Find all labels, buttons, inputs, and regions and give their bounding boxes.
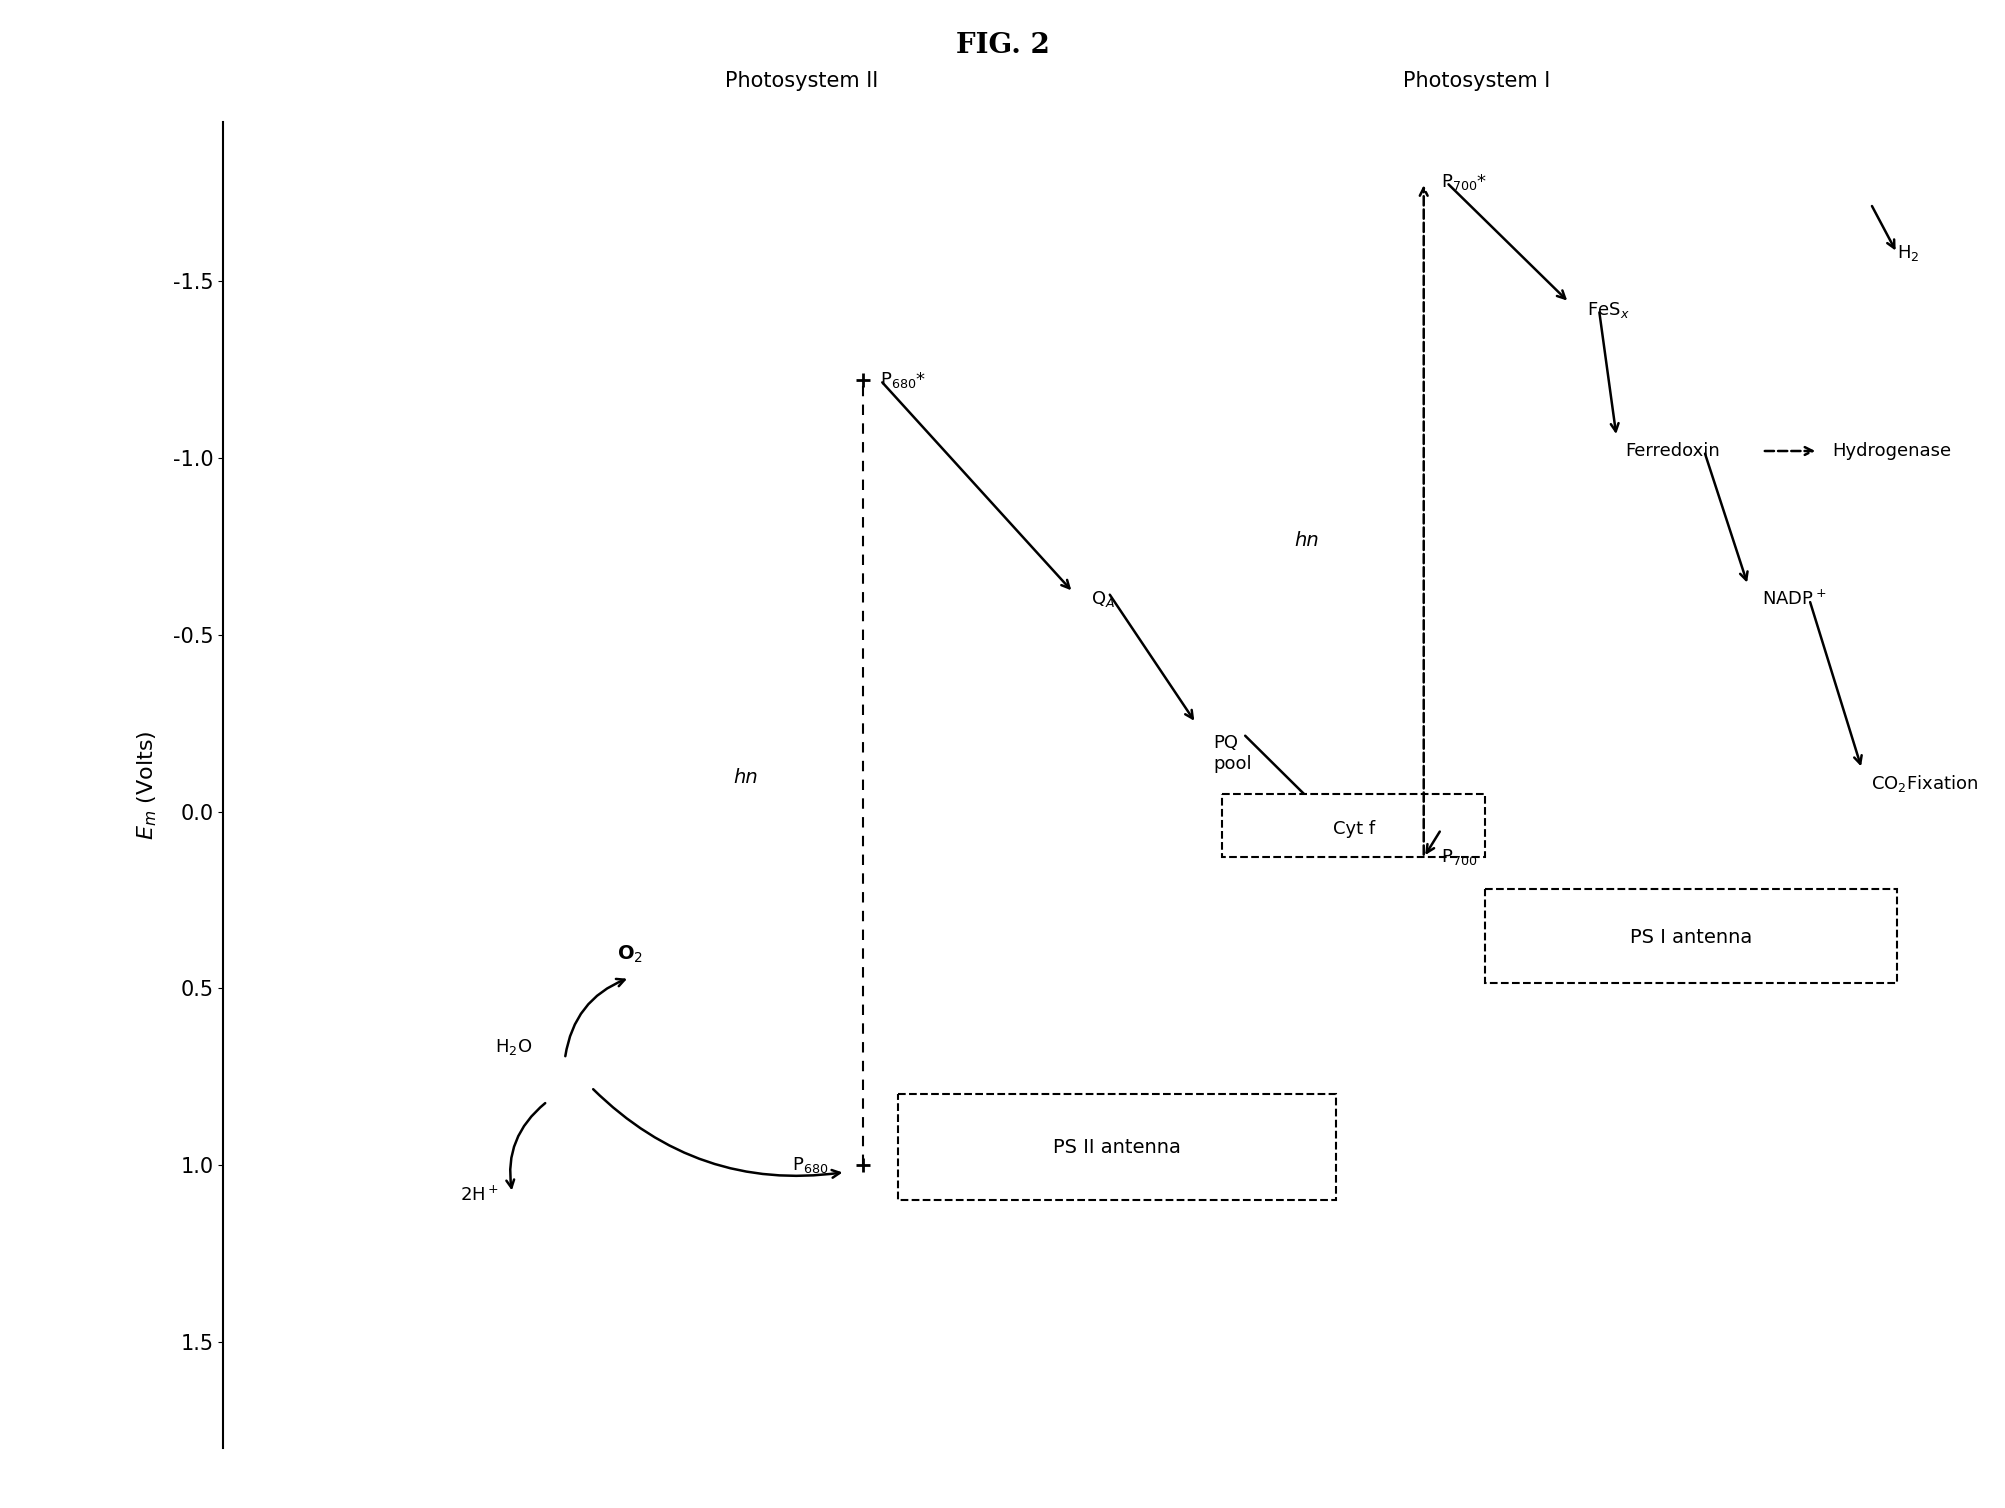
Text: Ferredoxin: Ferredoxin [1626,442,1720,460]
FancyBboxPatch shape [1486,890,1897,983]
Text: NADP$^+$: NADP$^+$ [1762,590,1827,609]
Text: P$_{680}$*: P$_{680}$* [880,371,926,391]
Text: Photosystem II: Photosystem II [726,71,878,90]
Text: CO$_2$Fixation: CO$_2$Fixation [1871,772,1979,793]
Text: 2H$^+$: 2H$^+$ [459,1185,499,1205]
Y-axis label: $E_m$ (Volts): $E_m$ (Volts) [134,730,158,840]
Text: Photosystem I: Photosystem I [1404,71,1550,90]
Text: PS I antenna: PS I antenna [1630,927,1752,947]
Text: H$_2$O: H$_2$O [495,1038,531,1057]
Text: O$_2$: O$_2$ [618,944,644,965]
Text: FeS$_x$: FeS$_x$ [1586,300,1630,320]
Text: H$_2$: H$_2$ [1897,243,1919,262]
Text: P$_{700}$: P$_{700}$ [1442,847,1478,867]
Text: FIG. 2: FIG. 2 [956,32,1049,59]
FancyBboxPatch shape [898,1095,1335,1200]
Text: hn: hn [1293,531,1319,550]
Text: hn: hn [734,768,758,787]
FancyBboxPatch shape [1223,793,1486,858]
Text: PS II antenna: PS II antenna [1053,1139,1181,1157]
Text: Cyt f: Cyt f [1333,820,1375,838]
Text: PQ
pool: PQ pool [1213,734,1251,772]
Text: P$_{700}$*: P$_{700}$* [1442,172,1488,193]
Text: Q$_A$: Q$_A$ [1091,590,1115,609]
Text: Hydrogenase: Hydrogenase [1833,442,1951,460]
Text: P$_{680}$: P$_{680}$ [792,1155,828,1175]
